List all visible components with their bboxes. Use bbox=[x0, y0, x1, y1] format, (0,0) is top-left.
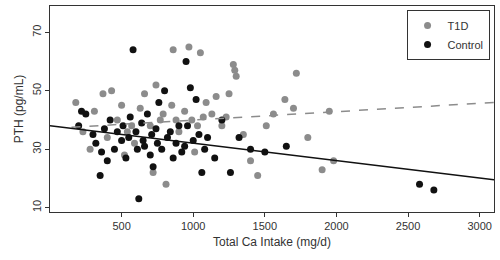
svg-text:T1D: T1D bbox=[448, 20, 469, 32]
svg-text:Control: Control bbox=[448, 39, 483, 51]
svg-text:Total Ca Intake (mg/d): Total Ca Intake (mg/d) bbox=[213, 235, 331, 249]
svg-text:70: 70 bbox=[31, 25, 43, 37]
svg-text:500: 500 bbox=[112, 220, 130, 232]
svg-text:30: 30 bbox=[31, 141, 43, 153]
svg-text:2500: 2500 bbox=[396, 220, 420, 232]
svg-text:1000: 1000 bbox=[181, 220, 205, 232]
svg-text:2000: 2000 bbox=[324, 220, 348, 232]
svg-text:10: 10 bbox=[31, 200, 43, 212]
svg-text:1500: 1500 bbox=[253, 220, 277, 232]
svg-text:50: 50 bbox=[31, 83, 43, 95]
svg-text:PTH (pg/mL): PTH (pg/mL) bbox=[12, 75, 26, 144]
svg-text:3000: 3000 bbox=[467, 220, 491, 232]
